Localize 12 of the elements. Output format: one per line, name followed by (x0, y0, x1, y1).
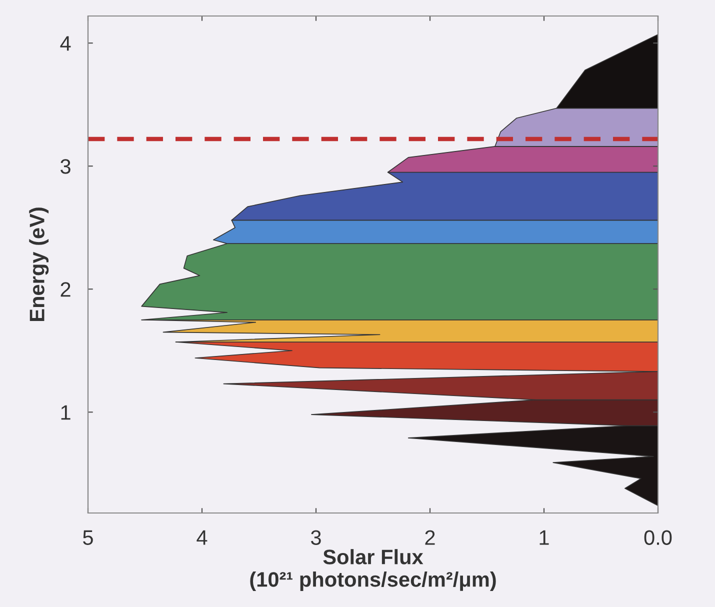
y-tick-label: 2 (60, 282, 70, 297)
y-tick-label: 1 (61, 405, 70, 420)
x-axis-title: Solar Flux (10²¹ photons/sec/m²/μm) (250, 549, 496, 591)
x-tick-label: 0.0 (644, 530, 672, 545)
x-tick-label: 4 (196, 530, 208, 545)
y-axis-title: Energy (eV) (29, 208, 49, 321)
y-tick-label: 4 (60, 36, 71, 51)
x-tick-label: 1 (540, 530, 549, 545)
x-tick-label: 2 (425, 530, 435, 545)
x-tick-label: 3 (311, 530, 321, 545)
x-tick-label: 5 (83, 530, 93, 545)
y-tick-label: 3 (60, 159, 70, 174)
